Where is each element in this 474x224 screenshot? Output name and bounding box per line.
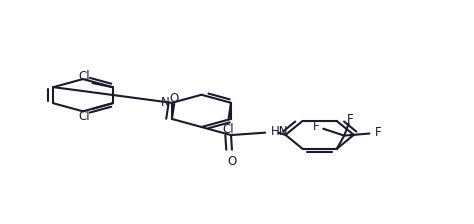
Text: F: F — [313, 120, 319, 133]
Text: O: O — [170, 92, 179, 105]
Text: HN: HN — [271, 125, 289, 138]
Text: Cl: Cl — [223, 123, 235, 136]
Text: Cl: Cl — [79, 110, 90, 123]
Text: F: F — [347, 113, 354, 126]
Text: N: N — [161, 96, 170, 109]
Text: O: O — [228, 155, 237, 168]
Text: Cl: Cl — [79, 70, 90, 83]
Text: F: F — [374, 126, 381, 139]
